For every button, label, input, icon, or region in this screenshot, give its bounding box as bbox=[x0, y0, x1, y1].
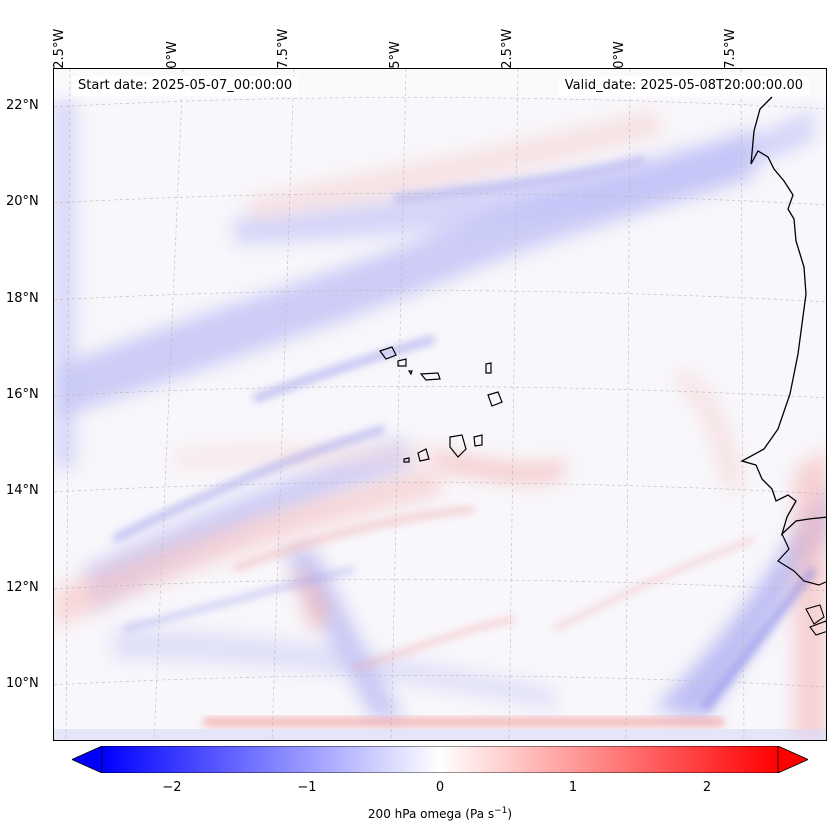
colorbar-tick-label: 0 bbox=[435, 780, 445, 795]
colorbar-min-extend bbox=[72, 746, 103, 773]
omega-fine-structure bbox=[112, 154, 818, 712]
island-sao-nicolau bbox=[419, 372, 441, 381]
bijagos-island-b bbox=[809, 620, 826, 636]
lat-label-16n: 16°N bbox=[6, 387, 39, 402]
lat-label-18n: 18°N bbox=[6, 291, 39, 306]
island-santa-luzia bbox=[407, 370, 413, 376]
map-panel bbox=[53, 68, 827, 741]
colorbar-tick-label: 2 bbox=[702, 780, 712, 795]
colorbar-label: 200 hPa omega (Pa s−1) bbox=[0, 806, 837, 821]
colorbar-tick-label: 1 bbox=[568, 780, 578, 795]
graticule bbox=[54, 69, 826, 740]
valid-date-label: Valid_date: 2025-05-08T20:00:00.00 bbox=[558, 76, 809, 96]
colorbar-tick-label: −1 bbox=[297, 780, 317, 795]
island-fogo bbox=[417, 448, 430, 462]
bottom-edge-band bbox=[54, 729, 826, 740]
island-maio bbox=[473, 434, 483, 447]
lat-label-22n: 22°N bbox=[6, 98, 39, 113]
bijagos-island-a bbox=[805, 604, 825, 625]
island-santo-antao bbox=[379, 346, 397, 360]
colorbar-max-extend bbox=[777, 746, 808, 773]
colorbar-label-suffix: ) bbox=[507, 807, 513, 821]
colorbar-tick-label: −2 bbox=[162, 780, 182, 795]
start-date-label: Start date: 2025-05-07_00:00:00 bbox=[72, 76, 299, 96]
omega-field-map bbox=[54, 69, 826, 740]
island-sao-vicente bbox=[397, 358, 407, 367]
cape-verde-islands bbox=[379, 346, 503, 463]
lat-label-10n: 10°N bbox=[6, 676, 39, 691]
island-boa-vista bbox=[487, 391, 503, 407]
colorbar-label-prefix: 200 hPa omega (Pa s bbox=[367, 807, 495, 821]
lat-label-20n: 20°N bbox=[6, 194, 39, 209]
guinea-bissau-coastline bbox=[777, 533, 826, 586]
lat-label-14n: 14°N bbox=[6, 483, 39, 498]
african-coastline bbox=[740, 96, 826, 537]
island-santiago bbox=[449, 434, 467, 458]
lat-label-12n: 12°N bbox=[6, 580, 39, 595]
bottom-boundary-band bbox=[204, 717, 724, 727]
colorbar-label-exponent: −1 bbox=[494, 806, 508, 816]
colorbar bbox=[72, 746, 808, 773]
island-sal bbox=[485, 362, 492, 374]
colorbar-gradient bbox=[101, 746, 779, 773]
island-brava bbox=[403, 457, 410, 463]
